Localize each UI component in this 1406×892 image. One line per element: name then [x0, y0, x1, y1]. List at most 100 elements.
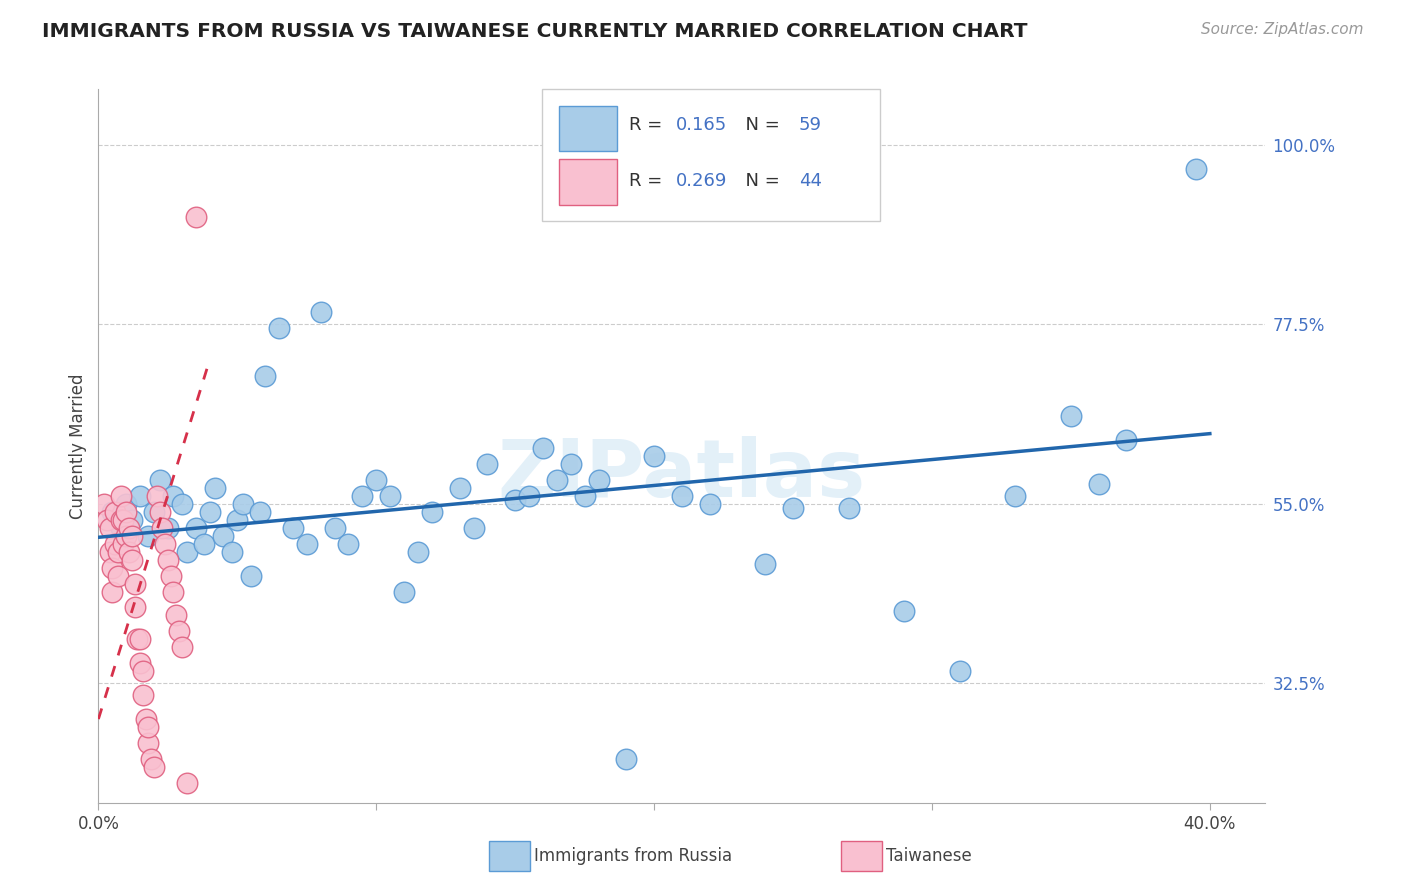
Point	[198, 505, 221, 519]
Point	[176, 776, 198, 790]
Point	[893, 604, 915, 618]
Point	[546, 473, 568, 487]
Point	[162, 584, 184, 599]
Point	[560, 457, 582, 471]
Point	[754, 557, 776, 571]
Point	[129, 489, 152, 503]
Point	[101, 505, 124, 519]
Point	[226, 513, 249, 527]
Point	[184, 210, 207, 224]
Point	[98, 521, 121, 535]
Point	[406, 544, 429, 558]
Point	[378, 489, 402, 503]
Point	[143, 505, 166, 519]
Point	[477, 457, 499, 471]
FancyBboxPatch shape	[541, 89, 880, 221]
Point	[221, 544, 243, 558]
Point	[101, 560, 124, 574]
Point	[463, 521, 485, 535]
Point	[124, 600, 146, 615]
Point	[162, 489, 184, 503]
Point	[782, 500, 804, 515]
Point	[1185, 161, 1208, 176]
Point	[1087, 476, 1109, 491]
Text: 44: 44	[799, 171, 821, 189]
Point	[267, 321, 290, 335]
Point	[671, 489, 693, 503]
FancyBboxPatch shape	[560, 159, 617, 205]
Text: 59: 59	[799, 116, 821, 134]
Point	[167, 624, 190, 639]
Point	[588, 473, 610, 487]
Y-axis label: Currently Married: Currently Married	[69, 373, 87, 519]
Point	[184, 521, 207, 535]
Point	[366, 473, 388, 487]
FancyBboxPatch shape	[560, 105, 617, 152]
Point	[503, 492, 526, 507]
Point	[101, 584, 124, 599]
Point	[281, 521, 304, 535]
Point	[141, 752, 163, 766]
Point	[121, 552, 143, 566]
Point	[352, 489, 374, 503]
Point	[115, 497, 138, 511]
Point	[110, 521, 132, 535]
Point	[143, 760, 166, 774]
Point	[574, 489, 596, 503]
Point	[118, 544, 141, 558]
Point	[112, 513, 135, 527]
Point	[949, 665, 972, 679]
Point	[240, 568, 263, 582]
Point	[531, 441, 554, 455]
Point	[104, 505, 127, 519]
Text: 0.165: 0.165	[676, 116, 727, 134]
Point	[118, 521, 141, 535]
Text: ZIPatlas: ZIPatlas	[498, 435, 866, 514]
Point	[107, 544, 129, 558]
Point	[148, 505, 170, 519]
Point	[170, 497, 193, 511]
Point	[153, 536, 176, 550]
Point	[112, 536, 135, 550]
Point	[1060, 409, 1083, 423]
Point	[517, 489, 540, 503]
Point	[146, 489, 169, 503]
Text: Source: ZipAtlas.com: Source: ZipAtlas.com	[1201, 22, 1364, 37]
Text: N =: N =	[734, 116, 786, 134]
Point	[420, 505, 443, 519]
Point	[129, 632, 152, 647]
Text: R =: R =	[630, 116, 668, 134]
Point	[98, 544, 121, 558]
Point	[115, 529, 138, 543]
Point	[138, 736, 160, 750]
Point	[156, 521, 179, 535]
Point	[132, 688, 155, 702]
Point	[93, 497, 115, 511]
Point	[138, 529, 160, 543]
Text: R =: R =	[630, 171, 668, 189]
Point	[249, 505, 271, 519]
Point	[121, 529, 143, 543]
Text: 0.269: 0.269	[676, 171, 727, 189]
Text: N =: N =	[734, 171, 786, 189]
Point	[449, 481, 471, 495]
Point	[614, 752, 637, 766]
Point	[138, 720, 160, 734]
Point	[212, 529, 235, 543]
Point	[193, 536, 215, 550]
Point	[104, 536, 127, 550]
Point	[121, 513, 143, 527]
Point	[699, 497, 721, 511]
Point	[110, 513, 132, 527]
Point	[156, 552, 179, 566]
Point	[148, 473, 170, 487]
Point	[309, 305, 332, 319]
Point	[392, 584, 415, 599]
Point	[254, 369, 277, 384]
Point	[337, 536, 360, 550]
Point	[129, 657, 152, 671]
Point	[170, 640, 193, 655]
Point	[838, 500, 860, 515]
Point	[159, 568, 181, 582]
Point	[135, 712, 157, 726]
